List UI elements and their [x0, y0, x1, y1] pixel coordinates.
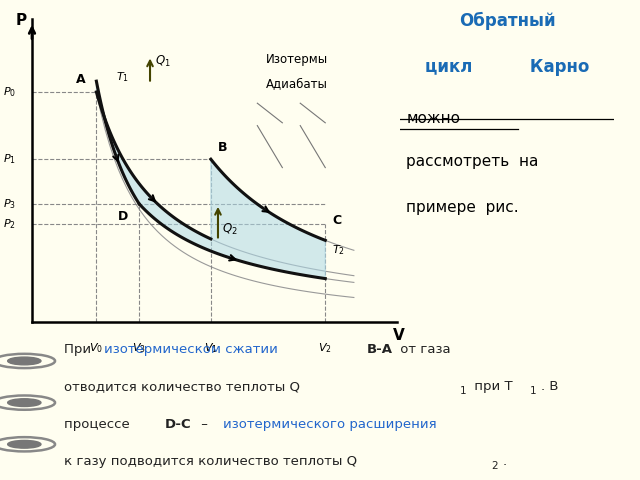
Text: $V_1$: $V_1$	[204, 341, 218, 355]
Circle shape	[8, 357, 41, 365]
Text: к газу подводится количество теплоты Q: к газу подводится количество теплоты Q	[64, 455, 357, 468]
Text: рассмотреть  на: рассмотреть на	[406, 154, 539, 168]
Text: 1: 1	[460, 386, 466, 396]
Polygon shape	[97, 81, 325, 278]
Text: примере  рис.: примере рис.	[406, 200, 519, 215]
Text: $P_1$: $P_1$	[3, 152, 16, 166]
Text: B: B	[218, 141, 227, 154]
Text: $Q_1$: $Q_1$	[156, 54, 171, 69]
Text: изотермического расширения: изотермического расширения	[223, 418, 436, 431]
Text: $P_0$: $P_0$	[3, 85, 16, 99]
Circle shape	[8, 399, 41, 407]
Text: $V_0$: $V_0$	[90, 341, 104, 355]
Text: можно: можно	[406, 111, 460, 126]
Text: при T: при T	[470, 380, 513, 393]
Text: $T_1$: $T_1$	[116, 70, 129, 84]
Text: $P_3$: $P_3$	[3, 197, 16, 211]
Text: изотермическом сжатии: изотермическом сжатии	[104, 343, 282, 356]
Text: . В: . В	[541, 380, 558, 393]
Text: При: При	[64, 343, 95, 356]
Text: Обратный: Обратный	[459, 12, 556, 30]
Text: $T_2$: $T_2$	[332, 243, 346, 257]
Text: B-A: B-A	[367, 343, 393, 356]
Text: V: V	[393, 328, 405, 343]
Text: $V_2$: $V_2$	[318, 341, 332, 355]
Text: цикл          Карно: цикл Карно	[425, 58, 589, 76]
Text: $V_3$: $V_3$	[132, 341, 146, 355]
Circle shape	[8, 441, 41, 448]
Text: A: A	[76, 73, 86, 86]
Text: D: D	[118, 210, 129, 223]
Text: –: –	[197, 418, 212, 431]
Text: $P_2$: $P_2$	[3, 216, 16, 230]
Text: D-C: D-C	[165, 418, 192, 431]
Text: .: .	[502, 455, 506, 468]
Text: $Q_2$: $Q_2$	[221, 222, 237, 237]
Text: C: C	[332, 214, 342, 228]
Text: Изотермы: Изотермы	[266, 53, 328, 67]
Text: отводится количество теплоты Q: отводится количество теплоты Q	[64, 380, 300, 393]
Text: 2: 2	[492, 461, 498, 471]
Text: 1: 1	[530, 386, 536, 396]
Text: от газа: от газа	[396, 343, 450, 356]
Text: процессе: процессе	[64, 418, 134, 431]
Text: Адиабаты: Адиабаты	[266, 77, 328, 91]
Text: P: P	[16, 12, 27, 28]
